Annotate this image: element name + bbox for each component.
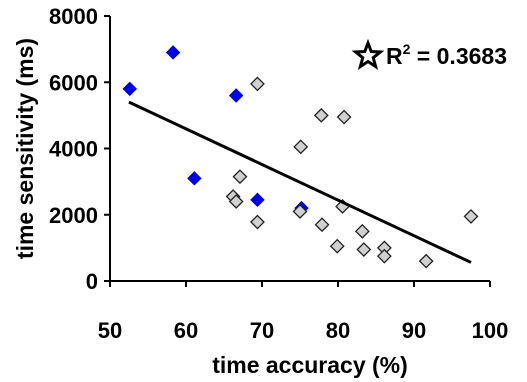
data-point (250, 76, 265, 92)
data-point (313, 107, 329, 123)
data-point (250, 192, 265, 208)
data-point (418, 253, 434, 269)
x-tick-label: 70 (250, 318, 274, 343)
labels: 0 2000 4000 6000 8000 50 60 70 80 90 100 time accur… (12, 4, 508, 378)
data-point (329, 238, 345, 254)
data-point (187, 171, 202, 186)
x-tick-label: 80 (326, 318, 350, 343)
data-point (376, 248, 392, 264)
star-icon (351, 38, 385, 70)
y-tick-label: 4000 (49, 137, 98, 162)
data-point (314, 217, 330, 233)
y-tick-label: 0 (86, 269, 98, 294)
trendline-layer (128, 100, 472, 264)
data-point (228, 88, 244, 103)
data-point (336, 109, 352, 125)
y-tick-label: 6000 (49, 70, 98, 95)
x-tick-label: 90 (402, 318, 426, 343)
x-tick-label: 50 (98, 318, 122, 343)
axes (104, 15, 491, 287)
data-point (228, 194, 244, 209)
data-marks (122, 45, 479, 269)
data-point (292, 204, 308, 219)
data-point (354, 223, 370, 239)
r-squared-superscript: 2 (403, 41, 411, 57)
x-tick-label: 60 (174, 318, 198, 343)
data-point (463, 208, 479, 224)
trendline (128, 100, 472, 264)
x-tick-label: 100 (472, 318, 509, 343)
data-point (165, 45, 181, 60)
data-point (356, 242, 372, 257)
r-squared-annotation: R2 = 0.3683 (386, 41, 507, 69)
data-point (250, 214, 265, 230)
y-axis-title: time sensitivity (ms) (12, 38, 38, 259)
data-point (122, 81, 137, 97)
x-axis-title: time accuracy (%) (212, 352, 408, 378)
r-squared-value: = 0.3683 (410, 43, 507, 69)
data-point (232, 169, 248, 185)
data-point (293, 139, 309, 155)
y-tick-label: 2000 (49, 203, 98, 228)
y-tick-label: 8000 (49, 4, 98, 29)
r-squared-prefix: R (386, 43, 403, 69)
